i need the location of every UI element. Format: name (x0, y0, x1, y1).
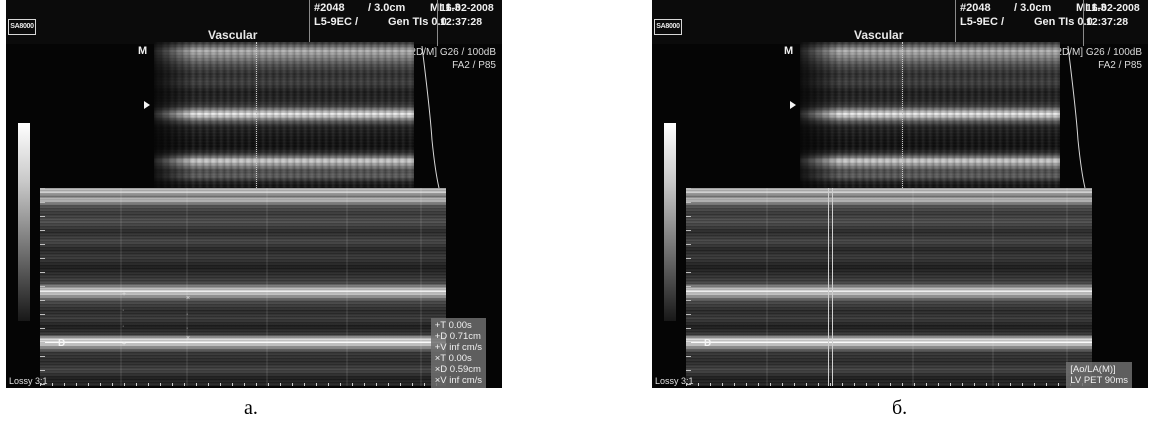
date: 16-02-2008 (440, 2, 494, 14)
date: 16-02-2008 (1086, 2, 1140, 14)
caliper-markers: + · · + × · · × (122, 291, 190, 348)
svg-text:·: · (122, 323, 124, 330)
trace-line (1067, 45, 1086, 189)
depth: / 3.0cm (368, 2, 406, 14)
ultrasound-panel-b: SA8000 Vascular #2048 / 3.0cm MI 1.3 L5-… (652, 0, 1148, 388)
depth-scale (40, 188, 45, 386)
device-logo: SA8000 (654, 19, 682, 35)
m-marker: M (138, 45, 148, 57)
svg-text:·: · (122, 307, 124, 314)
image-params: [2D/M] G26 / 100dB FA2 / P85 (408, 46, 496, 72)
exam-mode: Vascular (208, 28, 258, 42)
thermal-index: Gen TIs 0.0 (1034, 16, 1093, 28)
measurement-line: ×V inf cm/s (434, 375, 482, 386)
device-logo: SA8000 (8, 19, 36, 35)
b-mode-image (154, 42, 414, 188)
svg-text:·: · (186, 311, 188, 318)
header-separator (1083, 0, 1084, 46)
svg-text:×: × (186, 295, 190, 302)
svg-text:+: + (122, 341, 126, 348)
header-separator (437, 0, 438, 46)
measurement-line: [Ao/LA(M)] (1070, 364, 1116, 375)
caption-a: а. (244, 397, 258, 419)
compression-label: Lossy 3:1 (655, 376, 694, 386)
probe: L5-9EC / (960, 16, 1005, 28)
svg-text:·: · (186, 325, 188, 332)
measurement-line: +T 0.00s (434, 320, 472, 331)
gain-param: [2D/M] G26 / 100dB (1053, 47, 1142, 58)
m-mode-strip: + · · + × · · × D (40, 188, 446, 386)
grayscale-bar (18, 123, 30, 321)
time: 12:37:28 (1086, 16, 1129, 28)
grayscale-bar (664, 123, 676, 321)
time: 12:37:28 (440, 16, 483, 28)
frame-number: #2048 (960, 2, 991, 14)
thermal-index: Gen TIs 0.0 (388, 16, 447, 28)
m-marker: M (784, 45, 794, 57)
depth-scale (686, 188, 691, 386)
compression-label: Lossy 3:1 (9, 376, 48, 386)
exam-mode: Vascular (854, 28, 904, 42)
m-line-cursor (902, 42, 903, 188)
image-params: [2D/M] G26 / 100dB FA2 / P85 (1054, 46, 1142, 72)
frame-number: #2048 (314, 2, 345, 14)
time-scale (686, 383, 1092, 386)
focus-arrow-icon (144, 101, 150, 109)
ultrasound-panel-a: SA8000 Vascular #2048 / 3.0cm MI 1.3 L5-… (6, 0, 502, 388)
svg-text:+: + (122, 291, 126, 298)
svg-text:×: × (186, 335, 190, 342)
gain-param: [2D/M] G26 / 100dB (407, 47, 496, 58)
b-mode-image (800, 42, 1060, 188)
time-cursors (828, 188, 833, 386)
measurement-line: +V inf cm/s (434, 342, 482, 353)
measurement-line: ×T 0.00s (434, 353, 472, 364)
m-mode-strip: D (686, 188, 1092, 386)
measurement-box: [Ao/LA(M)] LV PET 90ms (1066, 362, 1132, 388)
depth: / 3.0cm (1014, 2, 1052, 14)
measurement-line: LV PET 90ms (1070, 375, 1128, 386)
measurement-box: +T 0.00s +D 0.71cm +V inf cm/s ×T 0.00s … (430, 318, 486, 388)
caption-b: б. (892, 397, 908, 419)
measurement-line: +D 0.71cm (434, 331, 481, 342)
m-line-cursor (256, 42, 257, 188)
d-marker: D (704, 338, 712, 349)
header-bar (6, 0, 502, 44)
measurement-line: ×D 0.59cm (434, 364, 481, 375)
focus-arrow-icon (790, 101, 796, 109)
header-bar (652, 0, 1148, 44)
focus-param: FA2 / P85 (1098, 60, 1142, 71)
d-marker: D (58, 338, 66, 349)
focus-param: FA2 / P85 (452, 60, 496, 71)
trace-line (421, 45, 440, 189)
probe: L5-9EC / (314, 16, 359, 28)
time-scale (40, 383, 446, 386)
